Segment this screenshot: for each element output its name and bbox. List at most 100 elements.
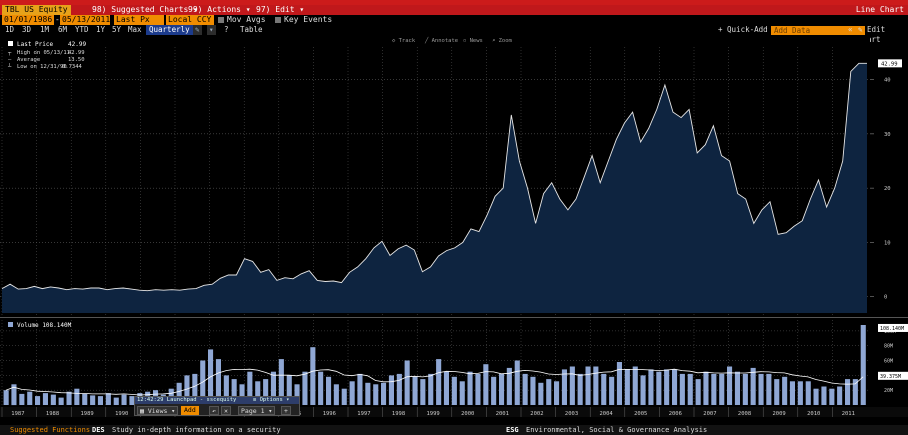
period-1m[interactable]: 1M bbox=[40, 25, 50, 34]
volume-bar bbox=[129, 396, 135, 405]
volume-bar bbox=[349, 381, 355, 405]
delete-icon[interactable]: ✕ bbox=[221, 406, 231, 415]
title-bar: TBL US Equity 98) Suggested Charts ▾ 99)… bbox=[0, 5, 908, 15]
price-tick-label: 30 bbox=[884, 132, 891, 138]
price-field-select[interactable]: Last Px bbox=[114, 15, 164, 25]
launchpad-widget[interactable]: 12:42:29 Launchpad - sscequity ≡ Options… bbox=[134, 396, 300, 416]
x-tick-label: 2010 bbox=[807, 411, 820, 417]
volume-bar bbox=[860, 325, 866, 405]
volume-bar bbox=[223, 375, 229, 405]
period-ytd[interactable]: YTD bbox=[75, 25, 89, 34]
chart-options-button[interactable]: ▾ bbox=[207, 25, 216, 35]
volume-bar bbox=[286, 375, 292, 405]
volume-bar bbox=[66, 391, 72, 405]
des-function-text[interactable]: Study in-depth information on a security bbox=[112, 426, 281, 434]
volume-bar bbox=[695, 379, 701, 405]
volume-bar bbox=[703, 371, 709, 405]
track-tool[interactable]: ◇ Track bbox=[392, 38, 416, 44]
volume-bar bbox=[734, 371, 740, 405]
des-function-code[interactable]: DES bbox=[92, 426, 105, 434]
volume-bar bbox=[546, 379, 552, 405]
start-date-field[interactable]: 01/01/1986 bbox=[2, 15, 54, 25]
volume-bar bbox=[247, 371, 253, 405]
table-button[interactable]: Table bbox=[240, 25, 263, 34]
undo-icon[interactable]: ↶ bbox=[209, 406, 219, 415]
volume-bar bbox=[719, 373, 725, 405]
add-data-input[interactable]: Add Data bbox=[771, 26, 865, 35]
x-tick-label: 1988 bbox=[46, 411, 59, 417]
actions-menu[interactable]: 99) Actions ▾ bbox=[188, 5, 251, 14]
collapse-icon[interactable]: « bbox=[848, 25, 853, 34]
high-value: 42.99 bbox=[68, 50, 85, 56]
volume-bar bbox=[506, 367, 512, 405]
suggested-charts-menu[interactable]: 98) Suggested Charts ▾ bbox=[92, 5, 198, 14]
frequency-select[interactable]: Quarterly ▼ bbox=[146, 25, 202, 35]
key-events-label: Key Events bbox=[284, 15, 333, 24]
volume-bar bbox=[554, 381, 560, 405]
zoom-tool[interactable]: ⌕ Zoom bbox=[492, 38, 513, 44]
period-1y[interactable]: 1Y bbox=[96, 25, 106, 34]
last-price-value: 42.99 bbox=[68, 41, 86, 48]
period-1d[interactable]: 1D bbox=[5, 25, 15, 34]
chart-area[interactable]: 0 10 20 30 40 42.99 ◇ Track ╱ Annotate ▫ News… bbox=[0, 35, 908, 425]
price-legend: Last Price 42.99 ┬ High on 05/13/11 42.9… bbox=[7, 41, 86, 70]
checkbox-icon bbox=[218, 16, 224, 23]
volume-bar bbox=[569, 366, 575, 405]
news-tool[interactable]: ▫ News bbox=[463, 38, 483, 44]
volume-bar bbox=[357, 373, 363, 405]
volume-bar bbox=[656, 371, 662, 405]
volume-swatch bbox=[8, 322, 13, 327]
period-max[interactable]: Max bbox=[128, 25, 142, 34]
volume-bar bbox=[664, 369, 670, 405]
volume-last-tag bbox=[878, 323, 908, 332]
add-page-icon[interactable]: + bbox=[281, 406, 291, 415]
x-tick-label: 1997 bbox=[357, 411, 370, 417]
price-axis: 0 10 20 30 40 42.99 bbox=[870, 59, 902, 301]
price-tick-label: 0 bbox=[884, 295, 887, 301]
volume-bar bbox=[852, 379, 858, 405]
volume-avg-tag-label: 39.375M bbox=[880, 374, 901, 380]
volume-bar bbox=[97, 396, 103, 405]
launchpad-titlebar[interactable]: 12:42:29 Launchpad - sscequity ≡ Options… bbox=[135, 397, 299, 404]
esg-function-text[interactable]: Environmental, Social & Governance Analy… bbox=[526, 426, 708, 434]
volume-bar bbox=[829, 388, 835, 405]
volume-bar bbox=[74, 388, 80, 405]
edit-menu[interactable]: 97) Edit ▾ bbox=[256, 5, 305, 14]
esg-function-code[interactable]: ESG bbox=[506, 426, 519, 434]
end-date-field[interactable]: 05/13/2011 bbox=[60, 15, 111, 25]
x-tick-label: 2009 bbox=[773, 411, 786, 417]
launchpad-title: 12:42:29 Launchpad - sscequity bbox=[137, 397, 237, 403]
price-tick-label: 20 bbox=[884, 186, 891, 192]
period-5y[interactable]: 5Y bbox=[112, 25, 122, 34]
help-icon[interactable]: ? bbox=[224, 25, 229, 34]
key-events-toggle[interactable]: Key Events bbox=[275, 15, 332, 25]
volume-bar bbox=[687, 373, 693, 405]
x-tick-label: 1989 bbox=[81, 411, 94, 417]
ticker-field[interactable]: TBL US Equity bbox=[2, 5, 71, 15]
volume-bar bbox=[514, 360, 520, 405]
suggested-functions-label[interactable]: Suggested Functions bbox=[10, 426, 91, 434]
period-6m[interactable]: 6M bbox=[58, 25, 68, 34]
launchpad-page-select[interactable]: Page 1 ▾ bbox=[238, 406, 276, 415]
chart-style-button[interactable]: ✎ bbox=[193, 25, 202, 35]
launchpad-add-button[interactable]: Add bbox=[181, 406, 199, 415]
volume-bar bbox=[11, 384, 17, 406]
launchpad-options[interactable]: ≡ Options ▾ bbox=[253, 397, 290, 403]
volume-bar bbox=[805, 381, 811, 405]
volume-bar bbox=[428, 373, 434, 405]
currency-select[interactable]: Local CCY bbox=[166, 15, 214, 25]
volume-bar bbox=[483, 364, 489, 405]
volume-bar bbox=[538, 382, 544, 405]
volume-tick-label: 20M bbox=[884, 388, 893, 394]
launchpad-views-button[interactable]: ▦ Views ▾ bbox=[137, 406, 179, 415]
volume-bar bbox=[774, 379, 780, 405]
volume-bar bbox=[404, 360, 410, 405]
volume-bar bbox=[616, 362, 622, 405]
volume-bar bbox=[499, 373, 505, 405]
mov-avgs-toggle[interactable]: Mov Avgs bbox=[218, 15, 266, 25]
volume-bar bbox=[789, 381, 795, 405]
quick-add-button[interactable]: + Quick-Add ▾ bbox=[718, 25, 777, 34]
annotate-tool[interactable]: ╱ Annotate bbox=[424, 36, 458, 44]
period-3d[interactable]: 3D bbox=[22, 25, 32, 34]
volume-bar bbox=[727, 366, 733, 405]
